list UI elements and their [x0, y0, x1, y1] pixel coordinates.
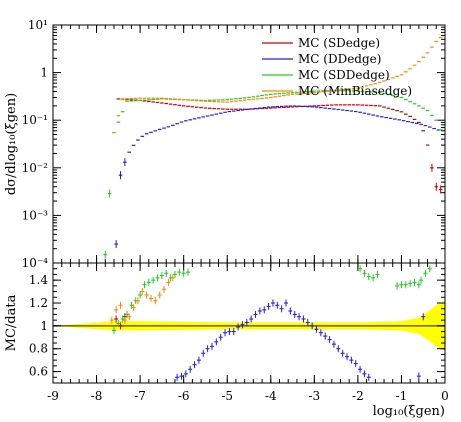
y-tick-label: 1	[40, 66, 48, 80]
y-tick-label: 10⁻⁴	[22, 256, 49, 270]
legend-label: MC (DDedge)	[298, 52, 381, 66]
ratio-series-4	[109, 274, 175, 324]
x-axis: -9 -8 -7 -6 -5 -4 -3 -2 -1 0	[47, 25, 449, 403]
ratio-y-axis: 0.6 0.8 1 1.2 1.4	[29, 268, 445, 384]
y-tick-label: 10⁻²	[22, 161, 49, 175]
series-4	[112, 36, 443, 134]
legend-label: MC (SDDedge)	[298, 68, 390, 82]
y-tick-label: 0.8	[29, 342, 48, 356]
y-tick-label: 0.6	[29, 365, 48, 379]
y-tick-label: 1.4	[29, 273, 48, 287]
ratio-uncertainty-band	[53, 300, 445, 351]
main-plot-frame	[52, 24, 446, 264]
main-y-axis-title: dσ/dlog₁₀(ξgen)	[4, 93, 19, 195]
x-tick-label: -4	[265, 389, 277, 403]
x-tick-label: -3	[308, 389, 320, 403]
series-2	[114, 105, 441, 249]
y-tick-label: 10⁻¹	[22, 113, 48, 127]
x-tick-label: -1	[396, 389, 408, 403]
ratio-y-axis-title: MC/data	[4, 294, 19, 351]
x-axis-title: log₁₀(ξgen)	[373, 404, 445, 419]
series-3	[103, 89, 443, 259]
x-tick-label: 0	[441, 389, 449, 403]
legend-label: MC (MinBiasedge)	[298, 84, 412, 98]
y-tick-label: 1.2	[29, 296, 48, 310]
ratio-series-3	[111, 265, 432, 334]
y-tick-label: 10⁻³	[22, 208, 49, 222]
legend: MC (SDedge) MC (DDedge) MC (SDDedge) MC (Mi…	[262, 36, 412, 98]
main-y-axis: 10¹ 1 10⁻¹ 10⁻² 10⁻³ 10⁻⁴	[22, 18, 445, 270]
y-tick-label: 1	[40, 319, 48, 333]
x-tick-label: -9	[47, 389, 59, 403]
x-tick-label: -2	[352, 389, 364, 403]
series-1	[116, 98, 443, 194]
ratio-plot-frame	[52, 262, 446, 384]
y-tick-label: 10¹	[28, 18, 48, 32]
x-tick-label: -7	[134, 389, 146, 403]
x-tick-label: -8	[91, 389, 103, 403]
legend-label: MC (SDedge)	[298, 36, 380, 50]
ratio-series-2	[175, 299, 426, 381]
x-tick-label: -6	[178, 389, 190, 403]
x-tick-label: -5	[221, 389, 233, 403]
